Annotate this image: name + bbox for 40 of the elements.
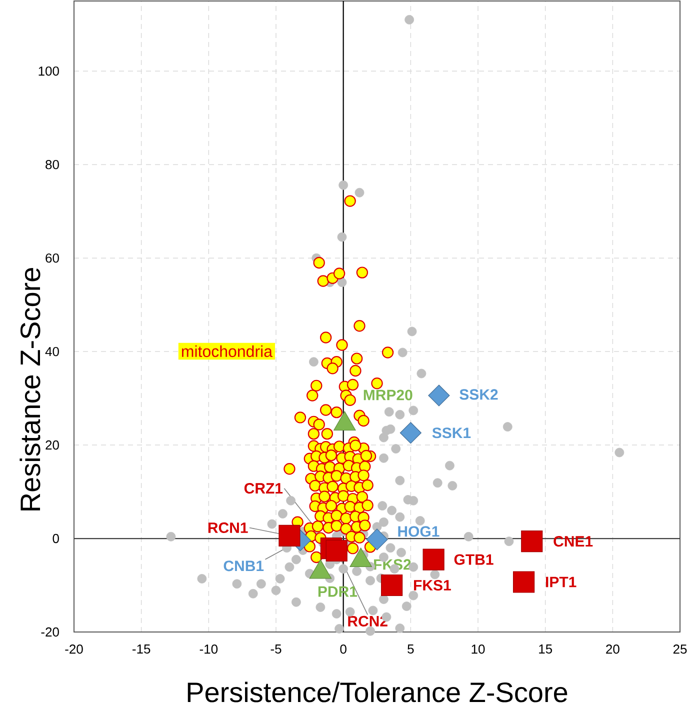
point <box>512 571 535 593</box>
text: CNB1 <box>224 560 264 572</box>
y-tick-label: 0 <box>52 534 59 544</box>
text: CRZ1 <box>244 483 283 494</box>
x-tick-label: 25 <box>673 644 687 654</box>
x-tick-label: 0 <box>340 644 346 654</box>
series-label: MRP20 <box>364 390 412 400</box>
point <box>428 384 450 406</box>
series-label: SSK2 <box>460 389 498 400</box>
text: mitochondria <box>182 345 273 358</box>
x-tick-label: -20 <box>65 644 83 654</box>
series-label: SSK1 <box>432 428 471 438</box>
point <box>366 528 388 550</box>
series-label: GTB1 <box>454 554 494 565</box>
point <box>278 524 300 547</box>
series-label: CNE1 <box>554 536 593 547</box>
y-tick-label: 60 <box>46 253 59 263</box>
x-tick-label: 20 <box>606 644 620 654</box>
x-tick-label: 10 <box>472 644 485 654</box>
x-tick-label: -5 <box>270 644 282 654</box>
x-axis-title: Persistence/Tolerance Z-Score <box>188 682 568 702</box>
series-label: HOG1 <box>398 526 440 537</box>
x-tick-label: -10 <box>200 644 218 654</box>
text: RCN1 <box>208 522 248 534</box>
series-label: IPT1 <box>546 576 576 588</box>
y-tick-label: 20 <box>46 440 59 450</box>
point <box>422 548 444 570</box>
x-tick-label: 15 <box>539 644 552 654</box>
point <box>521 530 543 552</box>
y-tick-label: 100 <box>38 66 59 76</box>
y-tick-label: -20 <box>41 627 59 637</box>
y-axis-title: Resistance Z-Score <box>20 268 40 510</box>
series-label: FKS1 <box>414 580 451 591</box>
point <box>326 540 348 562</box>
y-tick-label: 80 <box>46 160 59 170</box>
x-tick-label: 5 <box>408 644 414 654</box>
point <box>381 574 403 596</box>
point <box>400 422 422 444</box>
y-tick-label: 40 <box>45 346 59 356</box>
x-tick-label: -15 <box>132 644 150 654</box>
